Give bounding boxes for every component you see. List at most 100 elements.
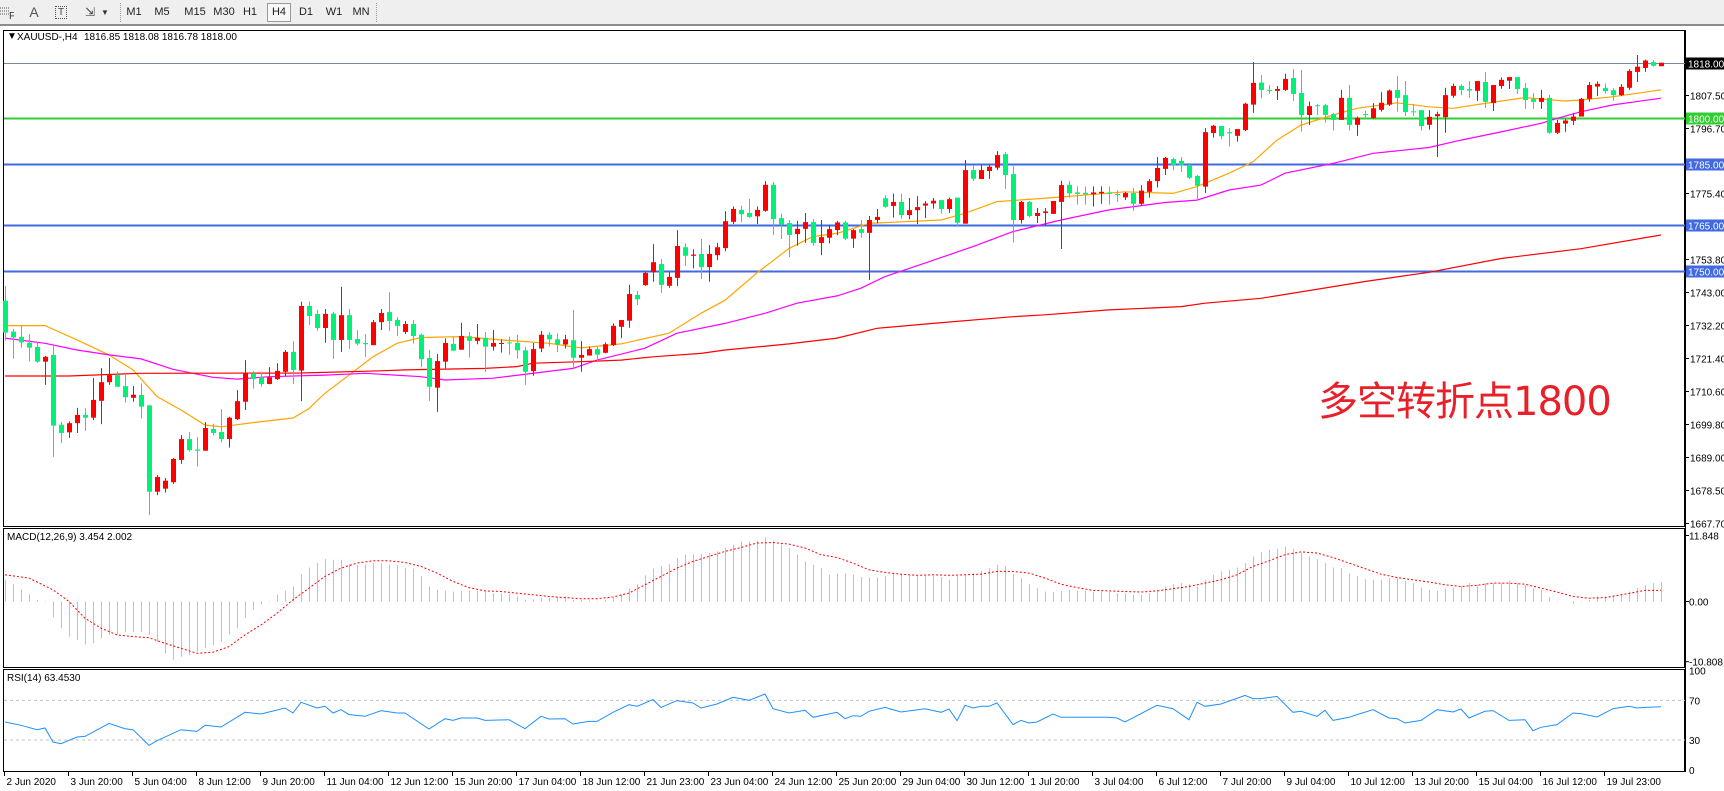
candle-body: [387, 312, 392, 321]
candle: [1019, 201, 1024, 224]
candle-body: [1531, 99, 1536, 102]
candle-body: [219, 432, 224, 440]
candle-body: [227, 417, 232, 440]
candle-body: [1163, 157, 1168, 169]
candle-body: [691, 254, 696, 256]
candle-body: [67, 423, 72, 433]
candle-body: [371, 322, 376, 346]
arrows-icon[interactable]: ⇲: [84, 5, 96, 19]
candle: [779, 213, 784, 239]
rsi-axis-label: 0: [1689, 766, 1695, 777]
candle: [1219, 126, 1224, 140]
candle-body: [1403, 95, 1408, 112]
timeframe-m1-button[interactable]: M1: [126, 6, 142, 18]
candle: [1603, 83, 1608, 94]
candle: [475, 324, 480, 345]
candle-body: [1011, 174, 1016, 220]
candle: [603, 342, 608, 354]
timeframe-m15-button[interactable]: M15: [184, 6, 206, 18]
macd-axis-label: -10.808: [1689, 658, 1723, 669]
candle-body: [1211, 125, 1216, 134]
candles: [3, 55, 1664, 515]
price-tick-label: 1667.70: [1690, 520, 1724, 531]
period-separator-icon[interactable]: F: [0, 3, 15, 22]
candle: [1539, 89, 1544, 109]
timeframe-h1-button[interactable]: H1: [242, 6, 258, 18]
candle-body: [1155, 167, 1160, 182]
candle: [1435, 111, 1440, 157]
text-label-icon[interactable]: T: [54, 3, 68, 22]
candle-body: [1003, 154, 1008, 176]
text-label-icon-glyph: T: [55, 6, 67, 19]
rsi-axis-label: 30: [1689, 736, 1701, 747]
symbol-menu-icon[interactable]: ▼: [7, 31, 17, 42]
timeframe-h4-button[interactable]: H4: [267, 3, 291, 22]
candle-body: [1035, 212, 1040, 217]
candle-body: [1491, 85, 1496, 104]
timeframe-d1-button[interactable]: D1: [298, 6, 314, 18]
timeframe-m5-button[interactable]: M5: [154, 6, 170, 18]
candle: [1363, 110, 1368, 119]
ohlc-values: 1816.85 1818.08 1816.78 1818.00: [84, 32, 237, 43]
chart-header: ▼ XAUUSD-,H4 1816.85 1818.08 1816.78 181…: [7, 31, 237, 43]
candle-body: [603, 344, 608, 353]
candle: [211, 423, 216, 436]
level-price-label: 1785.00: [1688, 161, 1724, 172]
chevron-down-icon[interactable]: ▼: [101, 8, 109, 17]
candle: [795, 220, 800, 246]
candle-body: [59, 424, 64, 433]
candle: [123, 375, 128, 403]
candle: [195, 436, 200, 467]
candle-body: [1451, 85, 1456, 96]
macd-signal-line: [4, 541, 1662, 654]
timeframe-m30-button[interactable]: M30: [213, 6, 235, 18]
price-tick-label: 1732.20: [1690, 322, 1724, 333]
toolbar-separator: [120, 3, 123, 22]
candle: [875, 208, 880, 224]
candle-body: [787, 223, 792, 235]
candle-body: [587, 349, 592, 356]
candle-body: [619, 320, 624, 327]
candle-body: [187, 439, 192, 451]
time-label: 12 Jun 12:00: [391, 777, 449, 788]
price-axis: 1818.00 1800.00 1785.00 1765.00 1750.00 1807.…: [1685, 30, 1724, 772]
level-price-label: 1765.00: [1688, 222, 1724, 233]
candle: [811, 219, 816, 246]
candle: [643, 271, 648, 286]
timeframe-mn-button[interactable]: MN: [352, 6, 370, 18]
candle: [1291, 69, 1296, 101]
candle: [1091, 186, 1096, 207]
candle: [659, 259, 664, 293]
candle: [843, 220, 848, 241]
candle-body: [1507, 77, 1512, 81]
candle-body: [1091, 192, 1096, 195]
candle-body: [851, 230, 856, 239]
candle: [1331, 112, 1336, 131]
candle: [187, 432, 192, 452]
level-price-tag: [1686, 219, 1724, 232]
annotation-text: 多空转折点1800: [1318, 379, 1612, 425]
candle: [539, 331, 544, 353]
candle-body: [1059, 185, 1064, 202]
candle-body: [299, 305, 304, 371]
candle-body: [139, 395, 144, 407]
candle-body: [1579, 98, 1584, 117]
candle-body: [1659, 62, 1664, 67]
candle-body: [1371, 108, 1376, 119]
candle-body: [1307, 106, 1312, 116]
candle-body: [803, 222, 808, 229]
candle-body: [419, 334, 424, 360]
candle: [115, 371, 120, 387]
candle: [835, 220, 840, 236]
timeframe-w1-button[interactable]: W1: [325, 6, 343, 18]
candle: [299, 301, 304, 402]
candle: [1483, 72, 1488, 108]
rsi-axis-label: 70: [1689, 696, 1701, 707]
text-icon[interactable]: A: [29, 4, 39, 20]
candle: [1155, 156, 1160, 188]
candle: [275, 363, 280, 381]
level-price-tag: [1686, 158, 1724, 171]
candle-body: [1043, 211, 1048, 213]
candle-body: [507, 342, 512, 344]
